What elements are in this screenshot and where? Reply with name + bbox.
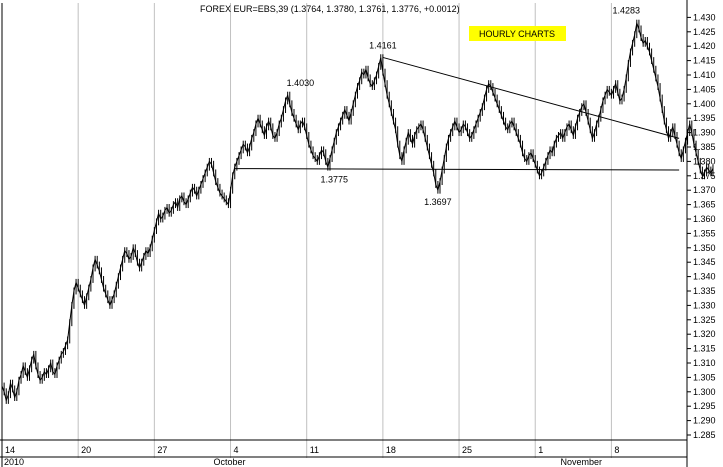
y-tick-label: 1.355 xyxy=(693,228,716,238)
x-tick-label: 11 xyxy=(310,445,319,455)
y-tick-label: 1.365 xyxy=(693,200,716,210)
x-tick-label: 4 xyxy=(234,445,239,455)
y-tick-label: 1.325 xyxy=(693,315,716,325)
price-annotation: 1.4283 xyxy=(612,5,640,15)
price-annotation: 1.3697 xyxy=(424,197,452,207)
chart-title: FOREX EUR=EBS,39 (1.3764, 1.3780, 1.3761… xyxy=(200,4,460,14)
x-tick-label: 1 xyxy=(538,445,543,455)
y-tick-label: 1.345 xyxy=(693,257,716,267)
price-annotation: 1.3775 xyxy=(320,175,348,185)
y-tick-label: 1.350 xyxy=(693,243,716,253)
y-tick-label: 1.390 xyxy=(693,128,716,138)
x-tick-label: 8 xyxy=(614,445,619,455)
x-month-label: November xyxy=(561,457,603,467)
x-month-label: October xyxy=(213,457,245,467)
y-tick-label: 1.315 xyxy=(693,344,716,354)
y-tick-label: 1.330 xyxy=(693,300,716,310)
y-tick-label: 1.310 xyxy=(693,358,716,368)
hourly-charts-badge xyxy=(469,26,566,41)
y-tick-label: 1.320 xyxy=(693,329,716,339)
y-tick-label: 1.335 xyxy=(693,286,716,296)
x-month-label: 2010 xyxy=(4,457,24,467)
hourly-charts-badge-label: HOURLY CHARTS xyxy=(479,29,555,39)
x-tick-label: 25 xyxy=(462,445,472,455)
y-tick-label: 1.380 xyxy=(693,156,716,166)
y-tick-label: 1.385 xyxy=(693,142,716,152)
y-tick-label: 1.395 xyxy=(693,113,716,123)
y-tick-label: 1.295 xyxy=(693,401,716,411)
y-tick-label: 1.410 xyxy=(693,70,716,80)
price-annotation: 1.4161 xyxy=(369,40,397,50)
y-tick-label: 1.400 xyxy=(693,99,716,109)
x-tick-label: 18 xyxy=(386,445,396,455)
y-tick-label: 1.405 xyxy=(693,84,716,94)
y-tick-label: 1.370 xyxy=(693,185,716,195)
x-tick-label: 20 xyxy=(81,445,91,455)
y-tick-label: 1.290 xyxy=(693,416,716,426)
x-tick-label: 14 xyxy=(5,445,15,455)
y-tick-label: 1.375 xyxy=(693,171,716,181)
y-tick-label: 1.425 xyxy=(693,27,716,37)
trendline-support xyxy=(234,168,680,171)
trendline-resistance xyxy=(382,56,680,139)
y-tick-label: 1.340 xyxy=(693,272,716,282)
trendlines xyxy=(234,56,680,171)
price-annotation: 1.4030 xyxy=(287,78,315,88)
y-tick-label: 1.430 xyxy=(693,12,716,22)
y-tick-label: 1.415 xyxy=(693,56,716,66)
y-tick-label: 1.360 xyxy=(693,214,716,224)
y-tick-label: 1.300 xyxy=(693,387,716,397)
price-series xyxy=(1,19,714,404)
annotations: 1.4030 1.4161 1.3775 1.3697 1.4283 xyxy=(287,5,640,207)
y-tick-label: 1.420 xyxy=(693,41,716,51)
y-tick-label: 1.285 xyxy=(693,430,716,440)
x-tick-label: 27 xyxy=(157,445,167,455)
y-tick-label: 1.305 xyxy=(693,372,716,382)
